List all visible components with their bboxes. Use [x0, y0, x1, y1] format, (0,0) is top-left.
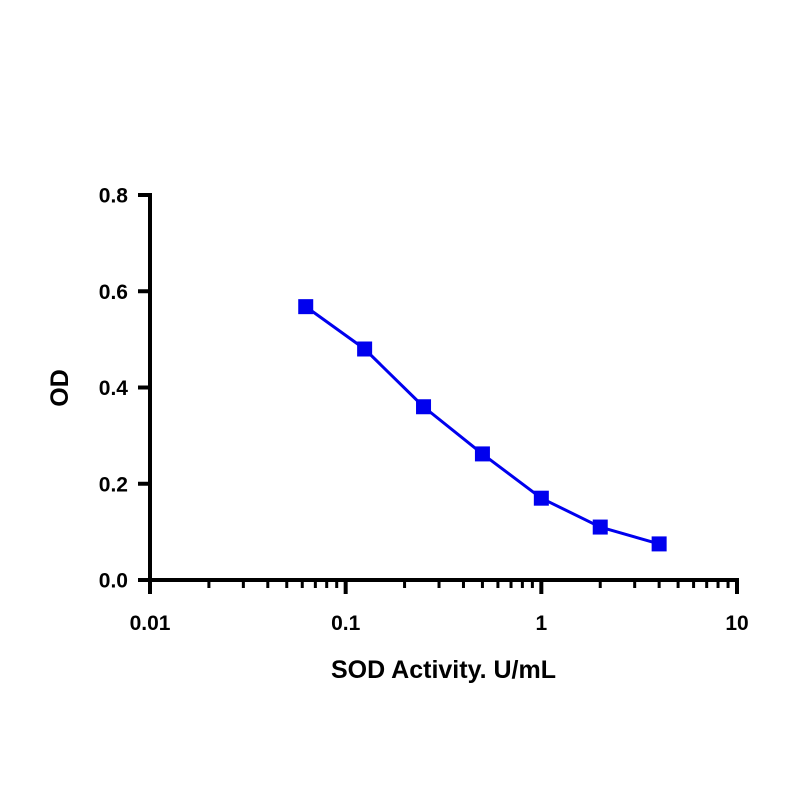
x-tick-labels: 0.01 0.1 1 10	[130, 612, 749, 635]
x-axis-title: SOD Activity. U/mL	[331, 656, 556, 684]
y-tick-labels: 0.0 0.2 0.4 0.6 0.8	[99, 185, 129, 593]
axes	[148, 193, 739, 582]
x-tick-label: 0.1	[331, 612, 361, 635]
y-tick-label: 0.0	[99, 570, 128, 593]
data-point	[651, 536, 667, 552]
data-point	[533, 490, 549, 506]
data-series	[298, 299, 667, 552]
y-tick-label: 0.8	[99, 185, 129, 208]
x-tick-label: 1	[535, 612, 547, 635]
y-axis-title: OD	[46, 369, 74, 407]
data-point	[592, 519, 608, 535]
x-tick-label: 0.01	[130, 612, 171, 635]
y-tick-label: 0.4	[99, 377, 129, 400]
y-tick-label: 0.6	[99, 281, 128, 304]
data-point	[416, 399, 432, 415]
data-point	[357, 341, 373, 357]
data-point	[474, 446, 490, 462]
x-tick-label: 10	[725, 612, 748, 635]
y-tick-label: 0.2	[99, 473, 128, 496]
tick-marks	[138, 193, 739, 594]
data-point	[298, 299, 314, 315]
